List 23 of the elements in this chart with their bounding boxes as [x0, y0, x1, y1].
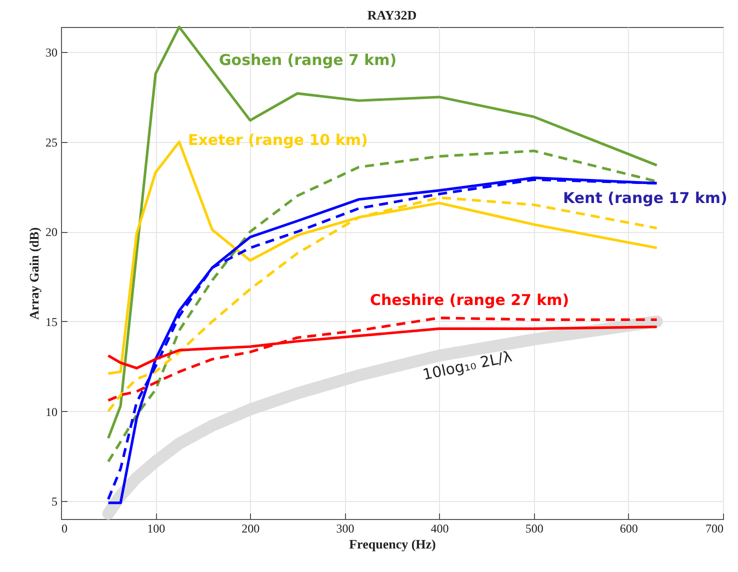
y-tick-label: 20: [46, 225, 58, 240]
series-label: Exeter (range 10 km): [188, 131, 368, 149]
y-axis-title: Array Gain (dB): [26, 227, 42, 320]
x-tick-label: 400: [430, 522, 449, 536]
x-tick-label: 200: [242, 522, 260, 536]
y-tick-label: 30: [46, 46, 58, 60]
x-axis-title: Frequency (Hz): [349, 536, 436, 552]
x-tick-label: 100: [147, 522, 166, 536]
y-tick-label: 15: [46, 314, 58, 329]
y-tick-label: 5: [52, 494, 58, 509]
x-tick-label: 600: [620, 522, 638, 536]
x-tick-label: 500: [525, 522, 544, 536]
y-tick-label: 10: [46, 404, 58, 419]
y-tick-label: 25: [46, 135, 58, 150]
text: 10log₁₀ 2L/λ: [421, 347, 514, 384]
series-label: Cheshire (range 27 km): [370, 291, 570, 309]
x-tick-label: 700: [706, 522, 724, 536]
chart-title: RAY32D: [367, 8, 417, 23]
line-series: [106, 316, 658, 402]
series-label: Kent (range 17 km): [563, 189, 728, 207]
series-label: Goshen (range 7 km): [219, 51, 397, 69]
x-tick-label: 300: [336, 522, 354, 536]
x-tick-label: 0: [62, 522, 68, 536]
